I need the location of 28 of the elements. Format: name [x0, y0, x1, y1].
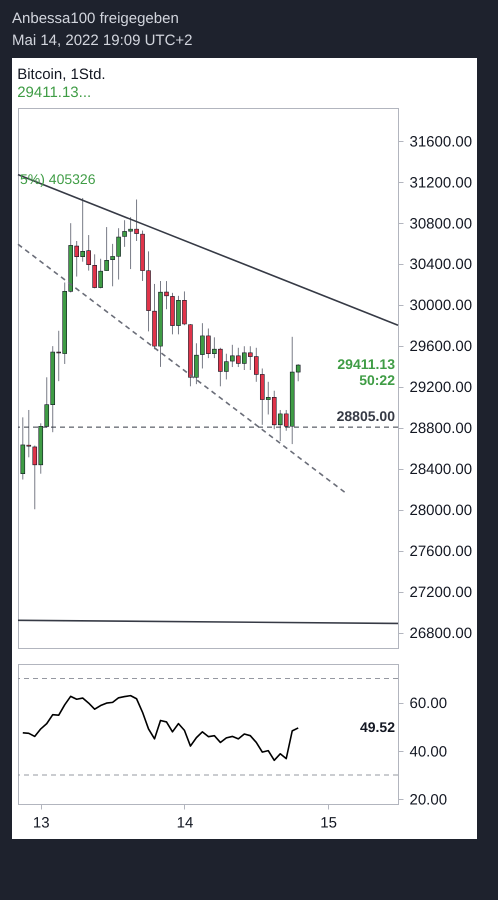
text: Mai 14, 2022 19:09 UTC+2 — [12, 31, 194, 51]
candlestick — [104, 226, 109, 272]
annotation: 29411.13 50:22 — [337, 356, 396, 388]
y-tick-label: 28800.00 — [410, 420, 472, 438]
annotation: 49.52 — [360, 718, 396, 735]
y-tick-label: 31600.00 — [410, 133, 472, 150]
y-tick-label: 28000.00 — [410, 502, 472, 520]
y-tick-label: 27200.00 — [410, 584, 472, 602]
chart-title: Bitcoin, 1Std. — [17, 66, 106, 83]
chart-subtitle: 29411.13... — [17, 84, 92, 101]
y-tick-label: 28400.00 — [410, 461, 472, 478]
y-tick-label: 29200.00 — [410, 379, 472, 396]
y-tick-label: 30400.00 — [410, 256, 472, 274]
y-tick-label: 30800.00 — [410, 215, 472, 232]
x-tick-label: 13 — [32, 814, 50, 832]
y-tick-label: 60.00 — [410, 695, 448, 712]
y-tick-label: 20.00 — [410, 792, 448, 809]
x-tick-label: 14 — [176, 814, 194, 832]
x-tick-label: 15 — [320, 814, 337, 832]
y-tick-label: 31200.00 — [410, 174, 472, 192]
text: Anbessa100 freigegeben — [12, 9, 180, 29]
y-tick-label: 27600.00 — [410, 543, 472, 560]
y-tick-label: 40.00 — [410, 743, 448, 760]
y-tick-label: 30000.00 — [410, 297, 472, 314]
y-tick-label: 29600.00 — [410, 338, 472, 356]
y-tick-label: 26800.00 — [410, 625, 472, 642]
line-series — [22, 694, 300, 762]
ref-line-label: 28805.00 — [336, 408, 396, 424]
